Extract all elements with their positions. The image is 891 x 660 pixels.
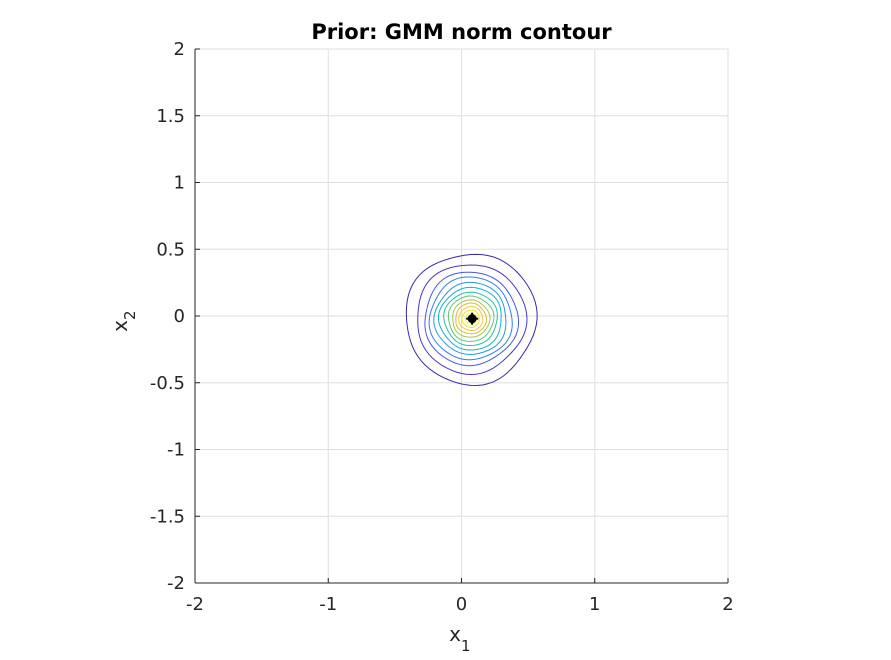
contour-level-7 — [443, 291, 498, 347]
contour-level-4 — [428, 276, 513, 361]
y-tick-label: -1 — [167, 440, 185, 461]
chart-title: Prior: GMM norm contour — [311, 20, 612, 44]
contour-level-3 — [424, 271, 520, 367]
tick-labels: -2 -1 0 1 2 2 1.5 1 0.5 0 -0.5 -1 -1.5 -2 — [150, 39, 734, 615]
contour-level-2 — [417, 264, 528, 376]
contour-level-5 — [433, 281, 507, 355]
x-axis-label-subscript: 1 — [461, 637, 471, 655]
contour-level-9 — [452, 299, 491, 338]
x-tick-label: 1 — [589, 594, 600, 615]
y-tick-label: -1.5 — [150, 506, 185, 527]
contour-level-10 — [455, 302, 488, 335]
x-tick-label: -1 — [319, 594, 337, 615]
contour-level-11 — [458, 306, 484, 332]
x-tick-label: -2 — [186, 594, 204, 615]
contour-lines — [405, 253, 538, 387]
x-axis-label-main: x — [449, 622, 461, 646]
y-tick-label: 0.5 — [156, 239, 185, 260]
contour-level-6 — [437, 286, 502, 351]
y-tick-label: -0.5 — [150, 373, 185, 394]
x-tick-label: 0 — [456, 594, 467, 615]
y-axis-label: x 2 — [108, 310, 139, 331]
y-tick-label: 0 — [174, 306, 185, 327]
y-tick-label: 1 — [174, 173, 185, 194]
y-tick-label: -2 — [167, 573, 185, 594]
y-tick-label: 1.5 — [156, 106, 185, 127]
y-tick-label: 2 — [174, 39, 185, 60]
center-marker-layer — [466, 312, 479, 325]
y-axis-label-main: x — [108, 320, 132, 332]
contour-level-1 — [405, 253, 538, 387]
contour-level-8 — [447, 295, 495, 342]
y-axis-label-subscript: 2 — [121, 310, 139, 320]
x-tick-label: 2 — [722, 594, 733, 615]
contour-level-12 — [461, 309, 480, 328]
axes — [194, 48, 729, 584]
x-axis-label: x 1 — [449, 622, 470, 655]
contour-level-13 — [464, 312, 477, 325]
